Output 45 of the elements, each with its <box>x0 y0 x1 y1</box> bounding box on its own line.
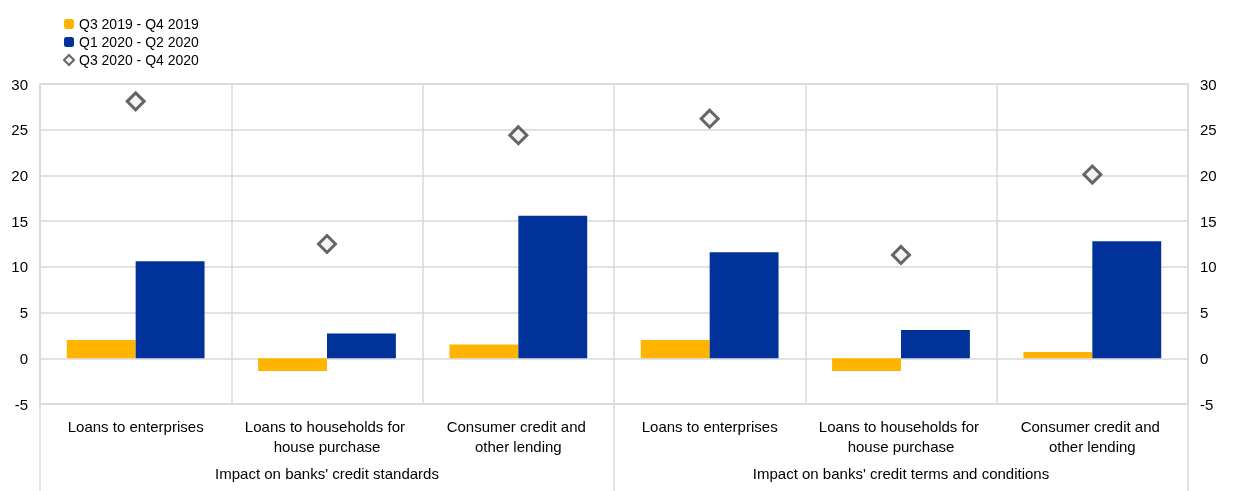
point <box>125 91 146 112</box>
point <box>508 125 529 146</box>
x-tick-label: Loans to enterprises <box>641 417 778 435</box>
bar <box>135 261 205 359</box>
y2-tick-label: 30 <box>1200 75 1217 93</box>
bar <box>258 358 327 372</box>
y2-tick-label: 10 <box>1200 258 1217 276</box>
y2-tick-label: -5 <box>1200 395 1214 413</box>
y-tick-label: 5 <box>19 304 28 322</box>
bar <box>709 252 779 359</box>
y2-tick-label: 0 <box>1200 349 1209 367</box>
bar <box>832 358 901 372</box>
x-tick-label: Consumer credit and other lending <box>446 417 591 455</box>
bar <box>901 329 970 359</box>
y-tick-label: 0 <box>19 349 28 367</box>
bar <box>327 333 396 359</box>
point <box>317 234 337 254</box>
y2-tick-label: 25 <box>1200 121 1217 139</box>
x-tick-label: Consumer credit and other lending <box>1020 417 1165 455</box>
bar <box>449 344 519 359</box>
bar <box>640 340 710 359</box>
x-tick-label: Loans to households for house purchase <box>818 417 984 455</box>
legend-label: Q1 2020 - Q2 2020 <box>79 34 200 50</box>
point <box>891 244 911 265</box>
y-tick-label: 25 <box>11 121 28 139</box>
y-tick-label: 10 <box>11 258 28 276</box>
x-tick-label: Loans to enterprises <box>67 417 204 435</box>
legend-label: Q3 2019 - Q4 2019 <box>79 16 200 32</box>
text: Impact on banks' credit standards <box>215 464 439 482</box>
y-tick-label: 15 <box>11 212 28 230</box>
y2-tick-label: 20 <box>1200 166 1217 184</box>
bar <box>1023 351 1093 359</box>
legend-label: Q3 2020 - Q4 2020 <box>79 52 200 68</box>
y-tick-label: -5 <box>14 395 28 413</box>
bar <box>518 215 588 359</box>
bar <box>66 340 136 359</box>
text: Impact on banks' credit terms and conditions <box>752 464 1050 482</box>
x-tick-label: Loans to households for house purchase <box>244 417 410 455</box>
y-tick-label: 20 <box>11 166 28 184</box>
y2-tick-label: 5 <box>1200 304 1209 322</box>
y2-tick-label: 15 <box>1200 212 1217 230</box>
bar <box>1092 241 1162 359</box>
point <box>699 108 720 129</box>
y-tick-label: 30 <box>11 75 28 93</box>
point <box>1082 164 1103 185</box>
